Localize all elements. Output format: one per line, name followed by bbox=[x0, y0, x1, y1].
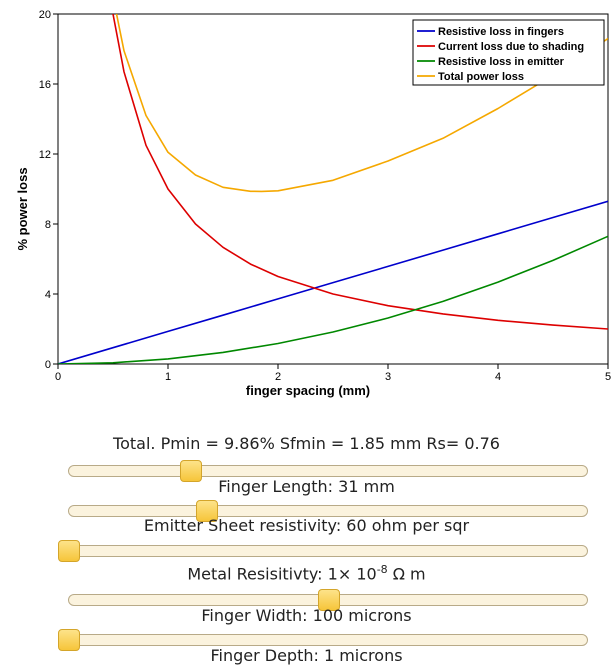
x-tick-label: 5 bbox=[605, 371, 611, 383]
y-tick-label: 8 bbox=[45, 219, 51, 231]
y-tick-label: 4 bbox=[45, 289, 51, 301]
metal-resistivity-label: Metal Resisitivty: 1× 10-8 Ω m bbox=[0, 563, 613, 583]
legend-label: Resistive loss in fingers bbox=[438, 26, 564, 38]
finger-depth-slider[interactable] bbox=[58, 629, 588, 651]
metal-resistivity-slider-handle[interactable] bbox=[58, 540, 80, 562]
x-axis-title: finger spacing (mm) bbox=[246, 383, 370, 398]
finger-depth-label: Finger Depth: 1 microns bbox=[210, 646, 403, 665]
series-group bbox=[58, 14, 608, 364]
finger-width-label: Finger Width: 100 microns bbox=[201, 606, 412, 625]
series-line-3 bbox=[115, 14, 608, 193]
emitter-sheet-resistivity-label: Emitter Sheet resistivity: 60 ohm per sq… bbox=[143, 516, 470, 535]
legend-label: Current loss due to shading bbox=[438, 41, 584, 53]
series-line-2 bbox=[58, 235, 608, 364]
finger-width-slider-handle[interactable] bbox=[318, 589, 340, 611]
finger-length-slider[interactable] bbox=[68, 460, 588, 482]
x-tick-label: 2 bbox=[275, 371, 281, 383]
series-line-0 bbox=[58, 200, 608, 364]
legend-label: Total power loss bbox=[438, 71, 524, 83]
y-tick-label: 0 bbox=[45, 359, 51, 371]
y-axis-title: % power loss bbox=[15, 167, 30, 250]
x-tick-label: 0 bbox=[55, 371, 61, 383]
metal-resistivity-label-text: Metal Resisitivty: 1× 10 bbox=[187, 564, 377, 584]
metal-resistivity-unit: Ω m bbox=[387, 564, 426, 584]
metal-resistivity-slider[interactable] bbox=[58, 540, 588, 562]
summary-text: Total. Pmin = 9.86% Sfmin = 1.85 mm Rs= … bbox=[113, 434, 500, 453]
y-tick-label: 12 bbox=[39, 149, 51, 161]
emitter-sheet-resistivity-slider-handle[interactable] bbox=[195, 500, 218, 522]
metal-resistivity-exponent: -8 bbox=[376, 563, 388, 576]
legend-box bbox=[412, 19, 605, 86]
x-tick-label: 4 bbox=[495, 371, 501, 383]
emitter-sheet-resistivity-slider[interactable] bbox=[68, 500, 588, 522]
finger-depth-slider-handle[interactable] bbox=[58, 629, 80, 651]
legend-label: Resistive loss in emitter bbox=[438, 56, 565, 68]
x-tick-label: 1 bbox=[165, 371, 171, 383]
y-tick-label: 16 bbox=[39, 79, 51, 91]
y-tick-label: 20 bbox=[39, 9, 51, 21]
x-tick-label: 3 bbox=[385, 371, 391, 383]
finger-length-slider-handle[interactable] bbox=[180, 460, 203, 482]
finger-length-label: Finger Length: 31 mm bbox=[218, 477, 395, 496]
finger-width-slider[interactable] bbox=[68, 589, 588, 611]
series-line-1 bbox=[112, 14, 608, 330]
